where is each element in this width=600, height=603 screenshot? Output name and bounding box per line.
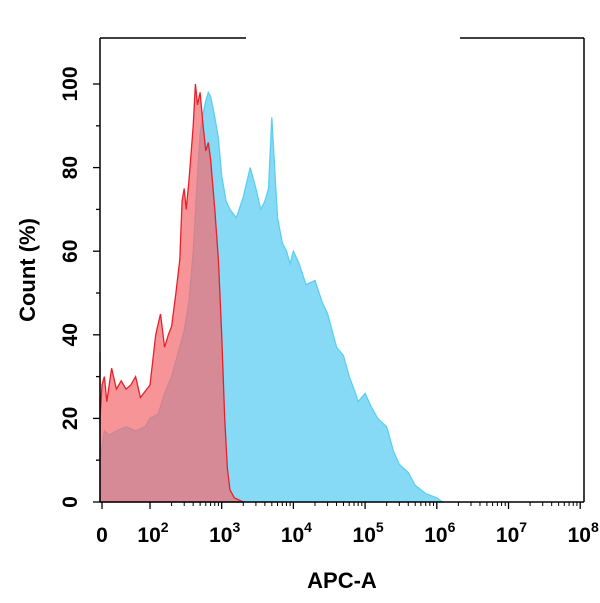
- y-tick-label: 80: [59, 156, 82, 179]
- x-tick-label: 106: [424, 519, 455, 547]
- x-tick-label: 107: [496, 519, 527, 547]
- y-tick-label: 0: [59, 496, 82, 508]
- plot-area: [99, 83, 445, 503]
- y-tick-label: 60: [59, 240, 82, 263]
- x-tick-label: 103: [209, 519, 240, 547]
- x-tick-label: 102: [137, 519, 168, 547]
- x-tick-label: 104: [281, 519, 312, 547]
- x-tick-label: 0: [96, 524, 108, 547]
- x-axis: 0 102 103 104 105 106 107 108: [96, 502, 599, 547]
- x-axis-title: APC-A: [307, 568, 377, 593]
- axis-frame: [99, 37, 585, 503]
- x-tick-label: 108: [568, 519, 599, 547]
- y-axis: 0 20 40 60 80 100: [59, 66, 100, 508]
- y-tick-label: 100: [59, 66, 82, 101]
- y-tick-label: 20: [59, 407, 82, 430]
- histogram-series-2: [99, 83, 244, 503]
- y-axis-title: Count (%): [15, 218, 40, 322]
- x-tick-label: 105: [353, 519, 384, 547]
- y-tick-label: 40: [59, 323, 82, 346]
